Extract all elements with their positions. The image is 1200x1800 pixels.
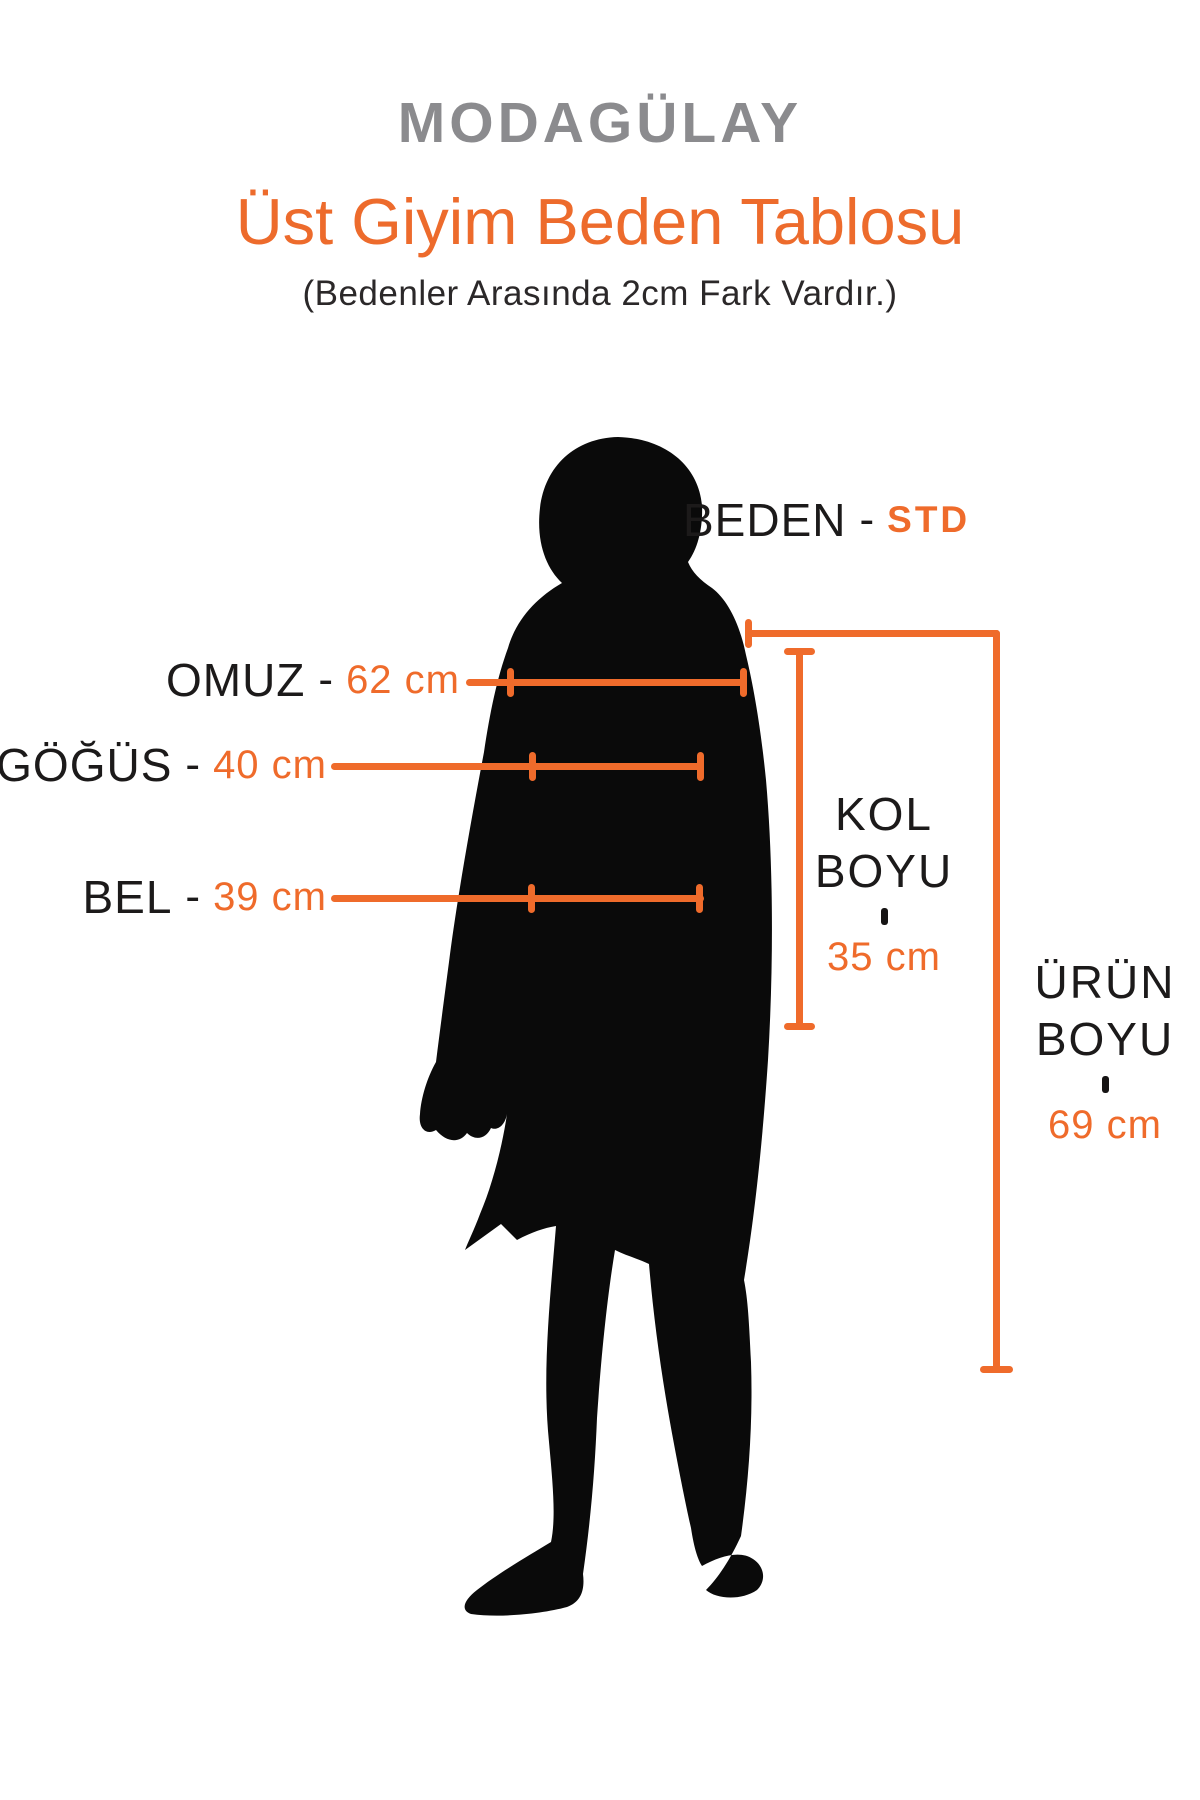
kol-boyu-label-line1: KOL <box>834 788 934 840</box>
urun-boyu-dash <box>1101 1076 1109 1093</box>
bel-label: BEL <box>82 871 173 923</box>
kol-boyu-dash <box>880 908 888 925</box>
kol-boyu-measure-line <box>796 650 803 1030</box>
urun-boyu-block: ÜRÜN BOYU 69 cm <box>1005 954 1200 1148</box>
urun-boyu-value: 69 cm <box>1048 1103 1162 1147</box>
kol-boyu-tick-top <box>784 648 815 655</box>
urun-boyu-tick-bottom <box>980 1366 1013 1373</box>
page-subtitle: (Bedenler Arasında 2cm Fark Vardır.) <box>302 274 898 313</box>
gogus-row: GÖĞÜS - 40 cm <box>0 737 327 793</box>
kol-boyu-block: KOL BOYU 35 cm <box>784 786 984 980</box>
urun-boyu-label-line2: BOYU <box>1035 1013 1175 1065</box>
beden-value: STD <box>887 499 971 540</box>
bel-value: 39 cm <box>213 874 327 919</box>
gogus-value: 40 cm <box>213 742 327 787</box>
gogus-tick-right <box>697 752 704 781</box>
omuz-measure-line <box>466 679 747 686</box>
omuz-label: OMUZ <box>165 654 306 706</box>
bel-tick-right <box>696 884 703 913</box>
kol-boyu-tick-bottom <box>784 1023 815 1030</box>
omuz-tick-right <box>740 668 747 697</box>
gogus-separator: - <box>185 740 201 789</box>
gogus-label: GÖĞÜS <box>0 739 173 791</box>
beden-label: BEDEN <box>683 494 847 546</box>
beden-size-row: BEDEN - STD <box>683 492 970 548</box>
urun-boyu-measure-line <box>993 630 1000 1372</box>
bel-row: BEL - 39 cm <box>82 869 327 925</box>
bel-separator: - <box>185 872 201 921</box>
kol-boyu-label-line2: BOYU <box>814 845 954 897</box>
page-title: Üst Giyim Beden Tablosu <box>235 185 965 258</box>
omuz-separator: - <box>318 655 334 704</box>
bel-tick-left <box>528 884 535 913</box>
omuz-row: OMUZ - 62 cm <box>166 652 460 708</box>
urun-boyu-label-line1: ÜRÜN <box>1034 956 1176 1008</box>
gogus-measure-line <box>331 763 704 770</box>
brand-logo: MODAGÜLAY <box>397 91 803 155</box>
beden-separator: - <box>859 495 875 544</box>
bel-measure-line <box>331 895 704 902</box>
omuz-value: 62 cm <box>346 657 460 702</box>
kol-boyu-value: 35 cm <box>827 935 941 979</box>
gogus-tick-left <box>529 752 536 781</box>
urun-boyu-tick-left <box>745 619 752 648</box>
omuz-tick-left <box>507 668 514 697</box>
urun-boyu-bracket-top <box>748 630 1000 637</box>
